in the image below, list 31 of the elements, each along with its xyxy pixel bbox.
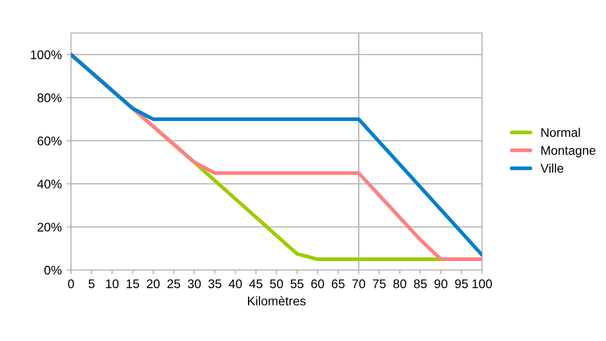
legend-label: Montagne xyxy=(541,146,596,158)
x-tick-label: 65 xyxy=(332,279,345,288)
y-tick-label: 80% xyxy=(38,93,62,102)
y-tick-label: 100% xyxy=(30,50,62,60)
legend-label: Normal xyxy=(541,128,580,137)
x-tick-label: 100 xyxy=(472,279,492,288)
x-tick-label: 35 xyxy=(208,279,222,288)
x-tick-label: 90 xyxy=(434,279,448,288)
x-tick-label: 95 xyxy=(455,279,468,288)
x-tick-label: 20 xyxy=(146,279,160,288)
x-tick-label: 10 xyxy=(106,279,119,288)
x-tick-label: 75 xyxy=(372,279,386,288)
x-tick-label: 80 xyxy=(393,279,406,288)
x-tick-label: 5 xyxy=(88,279,94,288)
y-tick-label: 40% xyxy=(37,180,62,188)
x-tick-label: 60 xyxy=(311,279,324,288)
x-tick-label: 40 xyxy=(228,279,242,288)
x-tick-label: 55 xyxy=(290,279,304,288)
x-tick-label: 0 xyxy=(68,279,74,288)
x-tick-label: 85 xyxy=(414,279,427,288)
x-axis-title: Kilomètres xyxy=(248,296,306,306)
legend-label: Ville xyxy=(540,164,564,173)
y-tick-label: 60% xyxy=(38,136,62,146)
y-tick-label: 20% xyxy=(38,222,62,232)
x-tick-label: 30 xyxy=(188,279,201,288)
x-tick-label: 70 xyxy=(352,279,366,288)
x-tick-label: 15 xyxy=(126,279,140,288)
x-tick-label: 45 xyxy=(249,279,262,288)
x-tick-label: 25 xyxy=(167,279,180,288)
x-tick-label: 50 xyxy=(270,279,283,288)
y-tick-label: 0% xyxy=(44,266,62,275)
